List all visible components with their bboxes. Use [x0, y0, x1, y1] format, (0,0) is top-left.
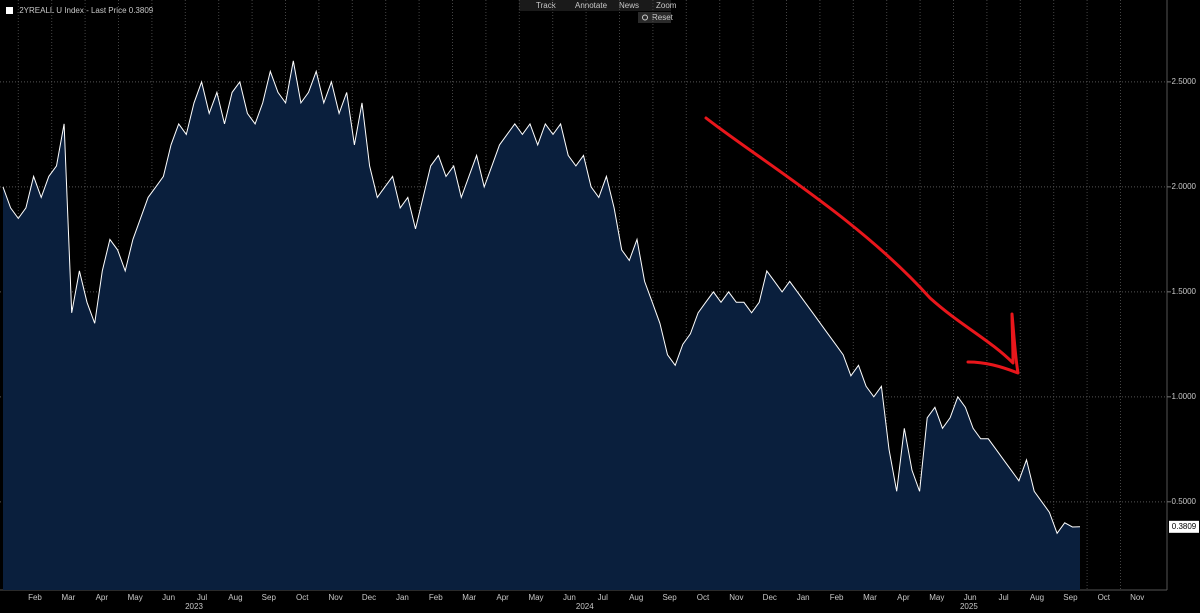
year-label: 2024 [576, 602, 594, 611]
x-tick-label: Apr [897, 593, 910, 602]
x-tick-label: Jul [598, 593, 608, 602]
x-tick-label: Oct [296, 593, 309, 602]
year-label: 2023 [185, 602, 203, 611]
y-tick-label: 2.5000 [1172, 77, 1197, 86]
reset-bg [638, 12, 671, 23]
y-tick-label: 2.0000 [1172, 182, 1197, 191]
x-tick-label: May [528, 593, 543, 602]
plot [0, 0, 1167, 590]
toolbar-button[interactable]: News [619, 1, 639, 10]
x-tick-label: Feb [830, 593, 844, 602]
legend-swatch [6, 7, 13, 14]
y-tick-label: 0.5000 [1172, 497, 1197, 506]
x-tick-label: Jan [396, 593, 409, 602]
chart-title: .2YREALL U Index - Last Price 0.3809 [17, 6, 154, 15]
x-tick-label: May [128, 593, 143, 602]
area [3, 60, 1080, 590]
x-tick-label: Sep [1063, 593, 1078, 602]
last-price-label: 0.3809 [1172, 522, 1197, 531]
toolbar-button[interactable]: Zoom [656, 1, 677, 10]
x-tick-label: Sep [662, 593, 677, 602]
x-tick-label: Jul [998, 593, 1008, 602]
x-tick-label: Nov [1130, 593, 1144, 602]
x-tick-label: Jul [197, 593, 207, 602]
year-label: 2025 [960, 602, 978, 611]
x-tick-label: Apr [496, 593, 509, 602]
x-tick-label: Mar [62, 593, 76, 602]
x-tick-label: Jan [797, 593, 810, 602]
reset-icon [642, 14, 648, 21]
x-tick-label: Jun [162, 593, 175, 602]
x-tick-label: Nov [729, 593, 743, 602]
y-tick-label: 1.5000 [1172, 287, 1197, 296]
x-tick-label: Jun [563, 593, 576, 602]
x-tick-label: May [929, 593, 944, 602]
line [2, 60, 1081, 535]
x-tick-label: Apr [96, 593, 109, 602]
x-tick-label: Oct [1098, 593, 1111, 602]
x-tick-label: Aug [228, 593, 242, 602]
x-tick-label: Dec [763, 593, 777, 602]
toolbar-button[interactable]: Track [536, 1, 557, 10]
x-tick-label: Sep [262, 593, 277, 602]
x-tick-label: Jun [964, 593, 977, 602]
x-tick-label: Dec [362, 593, 376, 602]
x-tick-label: Oct [697, 593, 710, 602]
x-tick-label: Nov [328, 593, 342, 602]
x-tick-label: Feb [429, 593, 443, 602]
x-tick-label: Mar [863, 593, 877, 602]
x-tick-label: Feb [28, 593, 42, 602]
x-tick-label: Mar [462, 593, 476, 602]
y-tick-label: 1.0000 [1172, 392, 1197, 401]
last-price-box [1169, 520, 1199, 533]
toolbar-button[interactable]: Annotate [575, 1, 608, 10]
reset-button[interactable]: Reset [652, 13, 674, 22]
annotation-arrow [704, 116, 1020, 375]
toolbar-bg [519, 0, 671, 11]
x-tick-label: Aug [1030, 593, 1044, 602]
x-tick-label: Aug [629, 593, 643, 602]
toolbar: Track Annotate News Zoom Reset [519, 0, 677, 23]
